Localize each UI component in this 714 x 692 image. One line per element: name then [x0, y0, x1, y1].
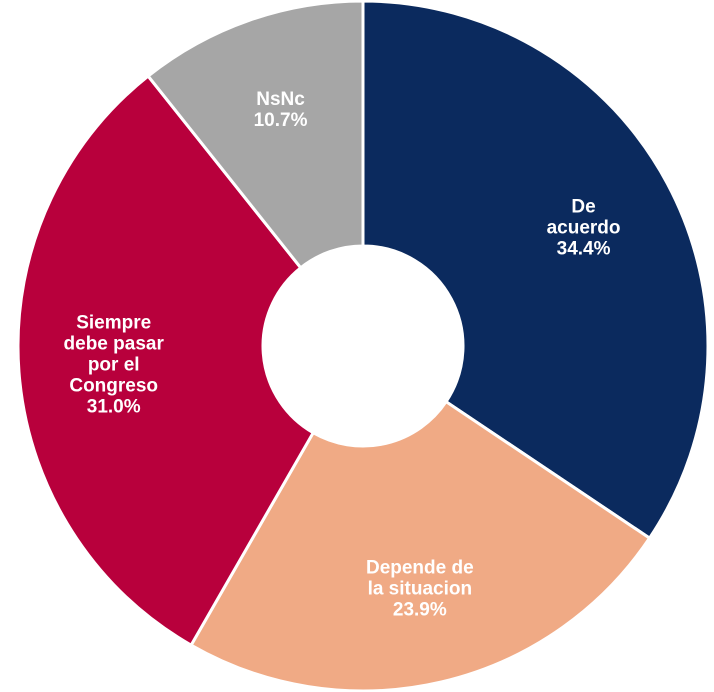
slice-label: NsNc 10.7% [236, 89, 326, 131]
value-label: 34.4% [556, 238, 611, 260]
category-label: Depende de la situacion [365, 557, 474, 600]
category-label: NsNc [256, 88, 305, 110]
slice [146, 0, 365, 270]
slice [16, 73, 316, 648]
slice [361, 0, 710, 541]
value-label: 23.9% [392, 599, 447, 621]
slice-label: Siempre debe pasar por el Congreso 31.0% [61, 312, 166, 417]
value-label: 31.0% [86, 396, 141, 418]
category-label: De acuerdo [546, 196, 621, 239]
category-label: Siempre debe pasar por el Congreso [63, 312, 164, 397]
slice-label: De acuerdo 34.4% [539, 197, 629, 260]
slice [189, 399, 652, 692]
value-label: 10.7% [253, 109, 308, 131]
slice-label: Depende de la situacion 23.9% [362, 558, 477, 621]
